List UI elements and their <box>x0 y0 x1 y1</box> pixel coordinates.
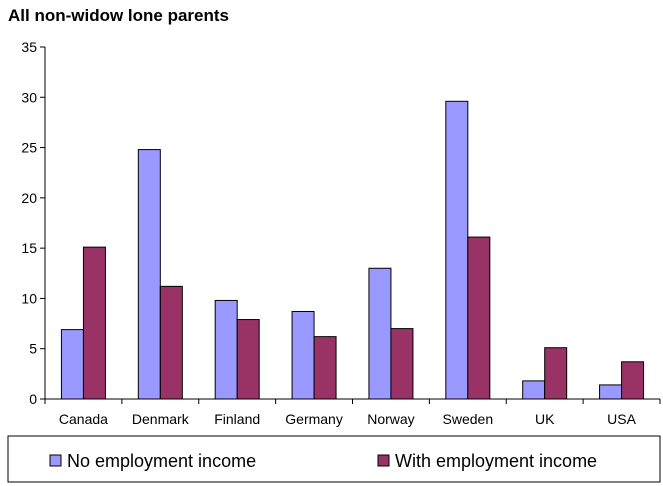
bar-finland-series-2 <box>236 319 260 400</box>
y-tick-label: 0 <box>29 391 37 407</box>
y-tick-label: 35 <box>21 39 37 55</box>
bar-canada-series-2 <box>82 246 106 400</box>
y-tick-label: 30 <box>21 89 37 105</box>
y-tick-label: 20 <box>21 190 37 206</box>
x-tick-label: Finland <box>214 411 260 427</box>
y-tick-label: 15 <box>21 240 37 256</box>
bar-usa-series-2 <box>621 361 645 400</box>
x-tick-label: UK <box>535 411 555 427</box>
legend-swatch <box>49 454 62 467</box>
bar-uk-series-2 <box>544 347 568 400</box>
bar-finland-series-1 <box>214 299 238 400</box>
legend-swatch <box>377 454 390 467</box>
legend-label: With employment income <box>395 451 597 471</box>
bar-uk-series-1 <box>522 380 546 400</box>
x-tick-label: Norway <box>367 411 414 427</box>
bar-usa-series-1 <box>599 384 623 400</box>
legend-box <box>7 435 661 483</box>
bar-denmark-series-2 <box>159 285 183 400</box>
bar-denmark-series-1 <box>137 149 161 400</box>
x-tick-label: USA <box>607 411 636 427</box>
x-tick-label: Denmark <box>132 411 190 427</box>
bar-norway-series-2 <box>390 328 414 400</box>
bar-canada-series-1 <box>60 329 84 400</box>
y-tick-label: 25 <box>21 140 37 156</box>
x-tick-label: Canada <box>59 411 108 427</box>
legend-label: No employment income <box>67 451 256 471</box>
chart-title: All non-widow lone parents <box>8 6 229 25</box>
bar-sweden-series-2 <box>467 236 491 400</box>
legend: No employment income With employment inco… <box>7 435 661 483</box>
bar-norway-series-1 <box>368 267 392 400</box>
bar-germany-series-2 <box>313 336 337 400</box>
bar-germany-series-1 <box>291 311 315 400</box>
y-tick-label: 5 <box>29 341 37 357</box>
x-tick-label: Germany <box>285 411 343 427</box>
bar-sweden-series-1 <box>445 100 469 400</box>
x-tick-label: Sweden <box>443 411 494 427</box>
plot-area: 0 5 10 15 20 25 30 35 Canada Denmark Finland German… <box>21 39 661 427</box>
y-tick-label: 10 <box>21 290 37 306</box>
